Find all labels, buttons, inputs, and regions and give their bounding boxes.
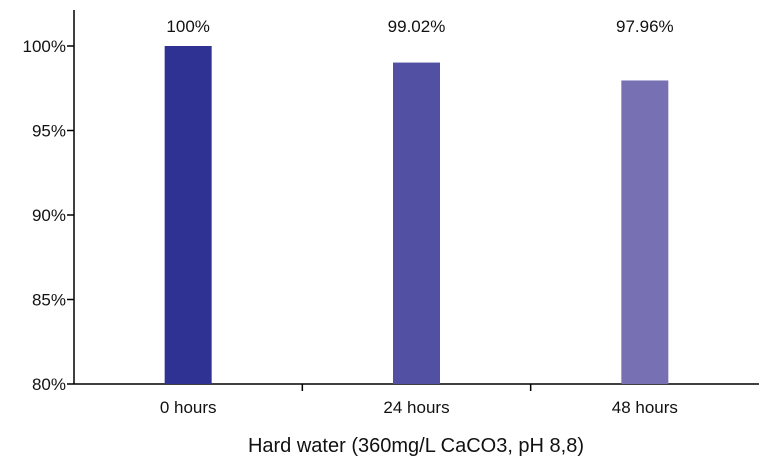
y-tick-label: 90% [32, 206, 66, 225]
y-tick-label: 100% [23, 37, 66, 56]
y-tick-label: 95% [32, 122, 66, 141]
bar [621, 80, 669, 384]
y-axis: 80% 85% 90% 95% 100% [23, 10, 75, 394]
bar [164, 46, 212, 384]
data-label: 99.02% [388, 17, 446, 36]
data-labels: 100% 99.02% 97.96% [166, 17, 673, 36]
bar [393, 62, 440, 384]
x-tick-label: 0 hours [160, 398, 217, 417]
x-axis-title: Hard water (360mg/L CaCO3, pH 8,8) [248, 435, 584, 457]
y-tick-label: 85% [32, 291, 66, 310]
x-axis: 0 hours 24 hours 48 hours [74, 383, 759, 417]
x-tick-label: 24 hours [383, 398, 449, 417]
y-tick-label: 80% [32, 375, 66, 394]
x-tick-label: 48 hours [612, 398, 678, 417]
bars [164, 46, 669, 384]
data-label: 100% [166, 17, 209, 36]
data-label: 97.96% [616, 17, 674, 36]
